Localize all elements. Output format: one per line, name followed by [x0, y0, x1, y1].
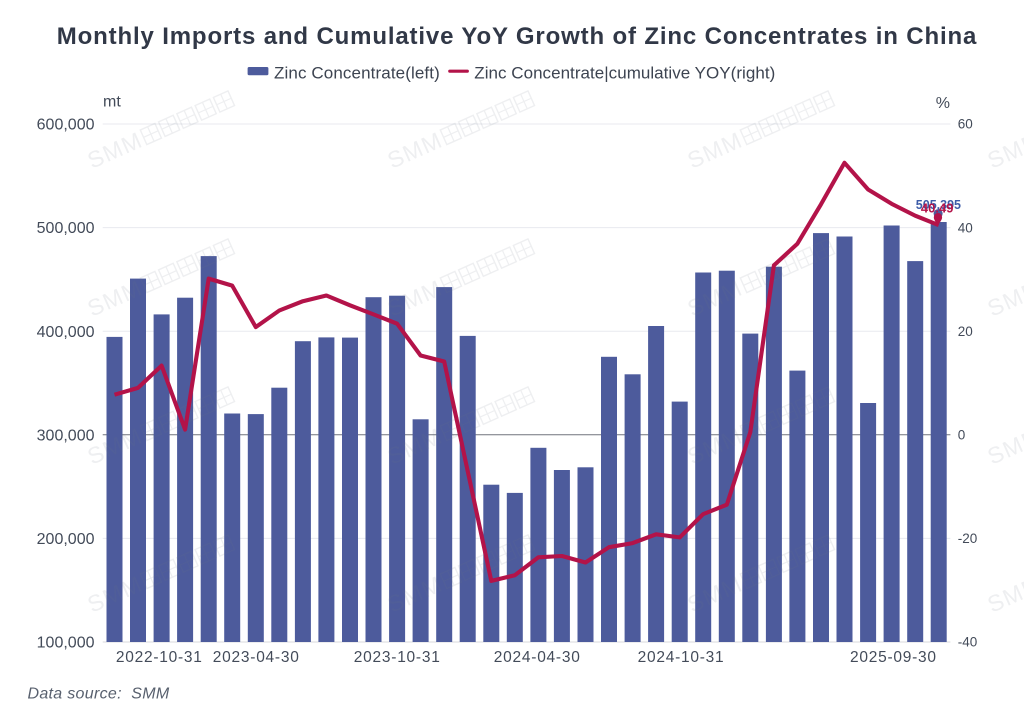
svg-text:60: 60	[958, 117, 973, 132]
svg-text:-40: -40	[958, 635, 978, 650]
svg-text:%: %	[936, 95, 950, 112]
svg-text:400,000: 400,000	[37, 324, 95, 341]
svg-text:Zinc Concentrate(left): Zinc Concentrate(left)	[274, 63, 440, 82]
svg-text:500,000: 500,000	[37, 220, 95, 237]
svg-text:2024-10-31: 2024-10-31	[638, 649, 725, 666]
svg-text:mt: mt	[103, 94, 121, 111]
svg-text:40: 40	[958, 220, 973, 235]
svg-text:Zinc Concentrate|cumulative YO: Zinc Concentrate|cumulative YOY(right)	[474, 63, 775, 82]
svg-text:2024-04-30: 2024-04-30	[494, 649, 581, 666]
svg-text:2025-09-30: 2025-09-30	[850, 649, 937, 666]
svg-text:0: 0	[958, 428, 966, 443]
svg-text:2023-04-30: 2023-04-30	[213, 649, 300, 666]
svg-text:20: 20	[958, 324, 973, 339]
svg-text:-20: -20	[958, 531, 978, 546]
svg-text:600,000: 600,000	[37, 117, 95, 134]
svg-text:200,000: 200,000	[37, 531, 95, 548]
svg-text:Data source: SMM: Data source: SMM	[28, 686, 170, 703]
svg-text:300,000: 300,000	[37, 427, 95, 444]
svg-text:2022-10-31: 2022-10-31	[116, 649, 203, 666]
svg-text:505,395: 505,395	[916, 198, 961, 212]
svg-text:40.49: 40.49	[921, 200, 954, 215]
svg-text:Monthly Imports and Cumulative: Monthly Imports and Cumulative YoY Growt…	[57, 23, 977, 50]
svg-text:100,000: 100,000	[37, 635, 95, 652]
svg-text:2023-10-31: 2023-10-31	[354, 649, 441, 666]
